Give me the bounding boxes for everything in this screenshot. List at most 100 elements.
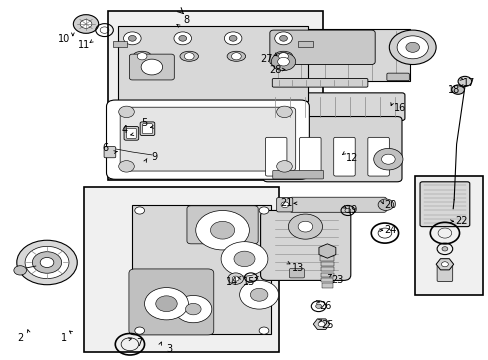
Bar [83, 187, 278, 352]
Text: 20: 20 [384, 200, 396, 210]
FancyBboxPatch shape [106, 100, 309, 179]
Circle shape [135, 327, 144, 334]
Polygon shape [118, 26, 307, 101]
Circle shape [156, 296, 177, 312]
Circle shape [231, 53, 241, 60]
Text: 2: 2 [17, 333, 23, 343]
FancyBboxPatch shape [263, 117, 401, 182]
Circle shape [144, 288, 188, 320]
Circle shape [80, 20, 92, 28]
Circle shape [271, 53, 295, 71]
Circle shape [298, 221, 312, 232]
Polygon shape [271, 30, 409, 81]
Circle shape [377, 199, 393, 211]
Text: 11: 11 [77, 40, 89, 50]
Text: 8: 8 [183, 15, 189, 26]
Circle shape [40, 257, 54, 267]
Circle shape [135, 207, 144, 214]
Text: 12: 12 [345, 153, 357, 163]
Circle shape [119, 161, 134, 172]
FancyBboxPatch shape [289, 197, 386, 212]
Ellipse shape [180, 51, 198, 61]
Polygon shape [318, 244, 335, 258]
Circle shape [224, 32, 242, 45]
Circle shape [174, 296, 211, 323]
FancyBboxPatch shape [129, 269, 213, 335]
FancyBboxPatch shape [186, 206, 258, 244]
Circle shape [239, 280, 278, 309]
Bar [320, 262, 333, 266]
Text: 15: 15 [243, 277, 255, 287]
Circle shape [315, 304, 321, 309]
FancyBboxPatch shape [333, 137, 354, 176]
Text: 9: 9 [151, 152, 157, 162]
Text: 18: 18 [447, 85, 459, 95]
Text: 25: 25 [321, 320, 333, 330]
Circle shape [279, 36, 287, 41]
Text: 14: 14 [226, 277, 238, 287]
FancyBboxPatch shape [289, 269, 304, 278]
Text: 24: 24 [384, 225, 396, 235]
Polygon shape [132, 205, 271, 334]
Bar [414, 176, 483, 295]
FancyBboxPatch shape [124, 127, 139, 140]
Ellipse shape [274, 51, 292, 61]
Circle shape [278, 53, 288, 60]
Circle shape [123, 32, 141, 45]
Circle shape [381, 154, 394, 164]
Bar [298, 41, 312, 47]
Circle shape [184, 53, 194, 60]
Text: 16: 16 [394, 103, 406, 113]
Circle shape [250, 288, 267, 301]
FancyBboxPatch shape [436, 265, 452, 282]
FancyBboxPatch shape [126, 129, 136, 138]
Bar [108, 12, 322, 180]
FancyBboxPatch shape [264, 93, 404, 121]
FancyBboxPatch shape [260, 211, 350, 280]
Bar [321, 273, 333, 277]
Bar [321, 283, 332, 288]
FancyBboxPatch shape [265, 137, 286, 176]
Circle shape [451, 85, 464, 94]
Circle shape [405, 42, 419, 52]
FancyBboxPatch shape [272, 170, 323, 179]
Circle shape [318, 321, 325, 327]
Text: 5: 5 [141, 118, 147, 128]
FancyBboxPatch shape [299, 137, 321, 176]
Ellipse shape [226, 51, 245, 61]
Circle shape [229, 36, 237, 41]
Text: 4: 4 [122, 125, 128, 135]
Text: 3: 3 [165, 344, 172, 354]
Circle shape [73, 15, 99, 33]
Circle shape [174, 32, 191, 45]
Bar [321, 278, 333, 282]
FancyBboxPatch shape [140, 122, 155, 135]
Circle shape [276, 161, 292, 172]
Circle shape [441, 262, 447, 267]
Text: 7: 7 [136, 338, 142, 348]
Circle shape [281, 202, 288, 208]
FancyBboxPatch shape [142, 124, 152, 134]
Circle shape [221, 242, 267, 276]
Bar [320, 267, 333, 271]
Circle shape [119, 106, 134, 118]
Circle shape [195, 211, 249, 250]
Text: 27: 27 [260, 54, 272, 64]
Text: 13: 13 [291, 263, 304, 273]
Text: 6: 6 [102, 143, 108, 153]
Text: 17: 17 [462, 78, 474, 88]
Circle shape [276, 106, 292, 118]
FancyBboxPatch shape [419, 182, 469, 226]
Circle shape [128, 36, 136, 41]
Circle shape [137, 53, 147, 60]
Circle shape [232, 276, 239, 281]
Text: 28: 28 [268, 64, 281, 75]
Polygon shape [435, 259, 453, 270]
Text: 19: 19 [345, 206, 357, 216]
Text: 23: 23 [330, 275, 343, 285]
Polygon shape [313, 319, 329, 329]
Circle shape [14, 266, 26, 275]
FancyBboxPatch shape [269, 30, 374, 64]
FancyBboxPatch shape [129, 54, 174, 80]
FancyBboxPatch shape [104, 147, 116, 158]
